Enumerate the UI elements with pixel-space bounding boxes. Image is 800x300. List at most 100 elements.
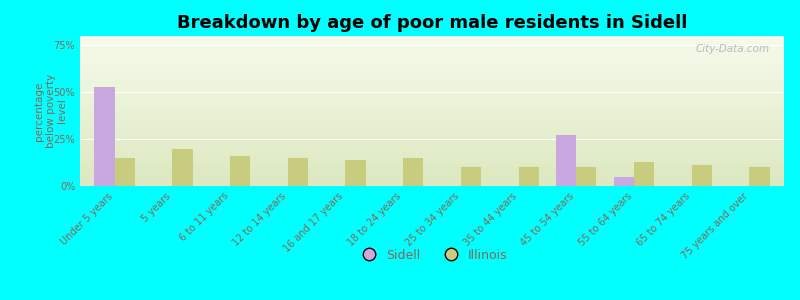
- Bar: [80, 38, 784, 39]
- Bar: [80, 119, 784, 120]
- Bar: [80, 120, 784, 121]
- Bar: [80, 68, 784, 69]
- Bar: [80, 173, 784, 174]
- Bar: [172, 148, 193, 186]
- Bar: [80, 100, 784, 101]
- Bar: [80, 56, 784, 57]
- Bar: [80, 144, 784, 145]
- Bar: [80, 108, 784, 109]
- Bar: [80, 85, 784, 86]
- Bar: [346, 160, 366, 186]
- Bar: [80, 112, 784, 113]
- Bar: [80, 77, 784, 78]
- Bar: [80, 92, 784, 93]
- Bar: [80, 115, 784, 116]
- Bar: [80, 131, 784, 132]
- Bar: [80, 79, 784, 80]
- Bar: [692, 165, 712, 186]
- Bar: [80, 181, 784, 182]
- Text: City-Data.com: City-Data.com: [696, 44, 770, 53]
- Bar: [80, 111, 784, 112]
- Bar: [94, 87, 114, 186]
- Bar: [80, 72, 784, 73]
- Bar: [80, 121, 784, 122]
- Bar: [80, 48, 784, 49]
- Bar: [80, 122, 784, 123]
- Bar: [80, 177, 784, 178]
- Bar: [80, 169, 784, 170]
- Bar: [80, 86, 784, 87]
- Bar: [80, 125, 784, 126]
- Bar: [80, 84, 784, 85]
- Bar: [80, 51, 784, 52]
- Bar: [80, 166, 784, 167]
- Bar: [80, 123, 784, 124]
- Bar: [80, 94, 784, 95]
- Bar: [80, 139, 784, 140]
- Bar: [80, 160, 784, 161]
- Bar: [80, 101, 784, 102]
- Bar: [750, 167, 770, 186]
- Bar: [80, 78, 784, 79]
- Bar: [80, 91, 784, 92]
- Bar: [80, 103, 784, 104]
- Bar: [80, 116, 784, 117]
- Bar: [80, 126, 784, 127]
- Bar: [80, 161, 784, 162]
- Bar: [114, 158, 135, 186]
- Bar: [80, 118, 784, 119]
- Bar: [80, 167, 784, 168]
- Bar: [614, 177, 634, 186]
- Bar: [576, 167, 597, 186]
- Bar: [403, 158, 423, 186]
- Bar: [80, 74, 784, 75]
- Bar: [80, 63, 784, 64]
- Bar: [80, 148, 784, 149]
- Bar: [80, 155, 784, 156]
- Bar: [80, 137, 784, 138]
- Bar: [80, 164, 784, 165]
- Bar: [80, 113, 784, 114]
- Bar: [80, 140, 784, 141]
- Bar: [556, 135, 576, 186]
- Bar: [80, 154, 784, 155]
- Bar: [80, 184, 784, 185]
- Bar: [80, 160, 784, 161]
- Bar: [80, 87, 784, 88]
- Bar: [80, 64, 784, 65]
- Bar: [80, 82, 784, 83]
- Bar: [80, 110, 784, 111]
- Bar: [80, 159, 784, 160]
- Bar: [80, 162, 784, 163]
- Bar: [80, 172, 784, 173]
- Bar: [80, 47, 784, 48]
- Bar: [80, 83, 784, 84]
- Bar: [80, 178, 784, 179]
- Bar: [80, 152, 784, 153]
- Bar: [80, 138, 784, 139]
- Bar: [80, 89, 784, 90]
- Bar: [80, 41, 784, 42]
- Bar: [80, 54, 784, 55]
- Y-axis label: percentage
below poverty
level: percentage below poverty level: [34, 74, 67, 148]
- Bar: [80, 109, 784, 110]
- Bar: [80, 169, 784, 170]
- Bar: [80, 55, 784, 56]
- Bar: [80, 66, 784, 67]
- Legend: Sidell, Illinois: Sidell, Illinois: [352, 244, 512, 267]
- Bar: [80, 70, 784, 71]
- Bar: [80, 134, 784, 135]
- Bar: [80, 57, 784, 58]
- Bar: [80, 182, 784, 183]
- Bar: [80, 114, 784, 115]
- Bar: [80, 107, 784, 108]
- Bar: [80, 37, 784, 38]
- Bar: [80, 180, 784, 181]
- Title: Breakdown by age of poor male residents in Sidell: Breakdown by age of poor male residents …: [177, 14, 687, 32]
- Bar: [80, 36, 784, 37]
- Bar: [80, 97, 784, 98]
- Bar: [80, 151, 784, 152]
- Bar: [80, 104, 784, 105]
- Bar: [80, 146, 784, 147]
- Bar: [80, 44, 784, 45]
